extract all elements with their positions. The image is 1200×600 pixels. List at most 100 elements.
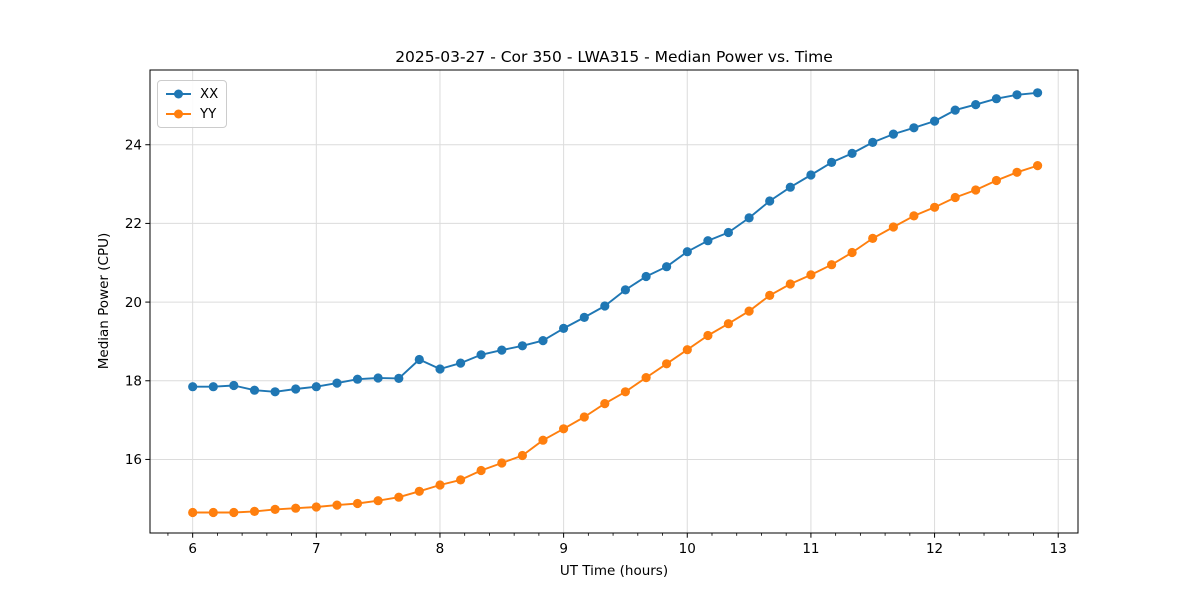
series-xx-marker	[352, 374, 363, 384]
series-yy-marker	[1033, 161, 1043, 171]
series-xx-marker	[414, 354, 424, 365]
series-xx-marker	[1033, 88, 1043, 98]
series-yy-marker	[352, 498, 363, 509]
series-yy-marker	[435, 480, 445, 490]
series-yy-marker	[785, 279, 795, 289]
series-yy-marker	[476, 465, 486, 476]
series-yy-marker	[270, 504, 280, 514]
series-xx-marker	[641, 271, 651, 282]
series-xx-marker	[909, 123, 919, 133]
series-yy-marker	[682, 345, 692, 355]
y-tick-label: 16	[125, 452, 142, 468]
series-xx-marker	[229, 380, 239, 391]
x-tick-label: 9	[559, 541, 568, 557]
series-yy-marker	[311, 502, 321, 512]
series-xx-marker	[435, 364, 445, 374]
series-xx-marker	[620, 285, 631, 295]
series-xx-marker	[744, 213, 754, 223]
series-yy-marker	[991, 175, 1002, 186]
y-tick-label: 22	[125, 216, 142, 232]
series-xx-marker	[662, 262, 672, 272]
series-xx-marker	[991, 94, 1002, 104]
x-axis-label: UT Time (hours)	[559, 563, 669, 579]
x-tick-label: 10	[679, 541, 696, 557]
series-yy-marker	[620, 387, 631, 397]
series-yy-marker	[641, 373, 651, 383]
series-xx-marker	[456, 358, 466, 368]
series-xx-marker	[517, 341, 528, 351]
series-yy-marker	[456, 475, 466, 485]
series-xx-marker	[682, 247, 692, 257]
series-yy-marker	[291, 503, 301, 513]
series-yy-marker	[188, 507, 198, 518]
series-xx-marker	[971, 100, 981, 110]
series-xx-marker	[270, 387, 280, 397]
series-yy-marker	[414, 486, 424, 496]
legend-swatch-yy-icon	[166, 109, 191, 119]
series-yy-marker	[229, 507, 239, 518]
legend-label-yy: YY	[200, 106, 217, 122]
series-yy-marker	[332, 500, 342, 510]
legend-item-xx: XX	[165, 84, 226, 104]
series-xx-marker	[765, 196, 775, 206]
series-xx-marker	[806, 170, 816, 180]
series-xx-marker	[291, 384, 301, 394]
x-tick-label: 13	[1050, 541, 1067, 557]
series-xx-marker	[538, 336, 548, 346]
series-xx-marker	[373, 373, 383, 383]
series-xx-marker	[847, 148, 857, 158]
series-xx-marker	[723, 227, 734, 238]
series-yy-marker	[579, 412, 589, 422]
series-yy-marker	[971, 185, 981, 195]
series-xx-line	[192, 91, 1038, 393]
series-yy-marker	[847, 247, 857, 258]
series-yy-marker	[249, 506, 260, 516]
x-tick-label: 11	[802, 541, 819, 557]
series-xx-marker	[888, 129, 899, 139]
series-yy-marker	[950, 192, 960, 203]
series-yy-marker	[600, 399, 610, 409]
series-yy-marker	[744, 306, 754, 316]
series-xx-marker	[476, 350, 486, 360]
series-yy-marker	[868, 233, 878, 243]
x-tick-label: 12	[926, 541, 943, 557]
series-yy-marker	[1012, 167, 1022, 177]
series-xx-marker	[208, 382, 218, 392]
series-yy-marker	[703, 330, 713, 341]
series-xx-marker	[559, 323, 569, 333]
series-xx-marker	[1012, 90, 1022, 100]
series-xx-marker	[188, 382, 198, 392]
series-xx-marker	[950, 105, 960, 115]
legend-label-xx: XX	[200, 86, 219, 102]
series-xx-marker	[868, 137, 878, 147]
series-xx-marker	[930, 116, 940, 126]
series-yy-marker	[497, 458, 507, 468]
series-yy-marker	[559, 424, 569, 434]
series-yy-marker	[517, 450, 528, 461]
y-tick-label: 18	[125, 373, 142, 389]
chart-title: 2025-03-27 - Cor 350 - LWA315 - Median P…	[395, 48, 833, 66]
series-yy-marker	[394, 492, 404, 502]
series-xx-marker	[311, 382, 321, 392]
legend-swatch-xx-icon	[166, 89, 191, 99]
series-yy-marker	[208, 507, 218, 518]
series-xx-marker	[249, 385, 260, 395]
series-yy-marker	[806, 270, 816, 280]
x-tick-label: 8	[436, 541, 445, 557]
series-yy-marker	[888, 222, 899, 232]
axes-spines	[149, 69, 1079, 534]
series-xx-marker	[497, 345, 507, 355]
series-yy-marker	[765, 290, 775, 300]
series-yy-marker	[723, 319, 734, 329]
series-yy-marker	[827, 260, 837, 270]
legend-item-yy: YY	[165, 104, 226, 124]
series-yy-marker	[538, 435, 548, 445]
x-tick-label: 7	[312, 541, 321, 557]
series-xx-marker	[600, 301, 610, 311]
series-yy-marker	[930, 202, 940, 212]
series-yy-marker	[909, 211, 919, 221]
series-xx-marker	[827, 157, 837, 167]
x-tick-label: 6	[188, 541, 197, 557]
